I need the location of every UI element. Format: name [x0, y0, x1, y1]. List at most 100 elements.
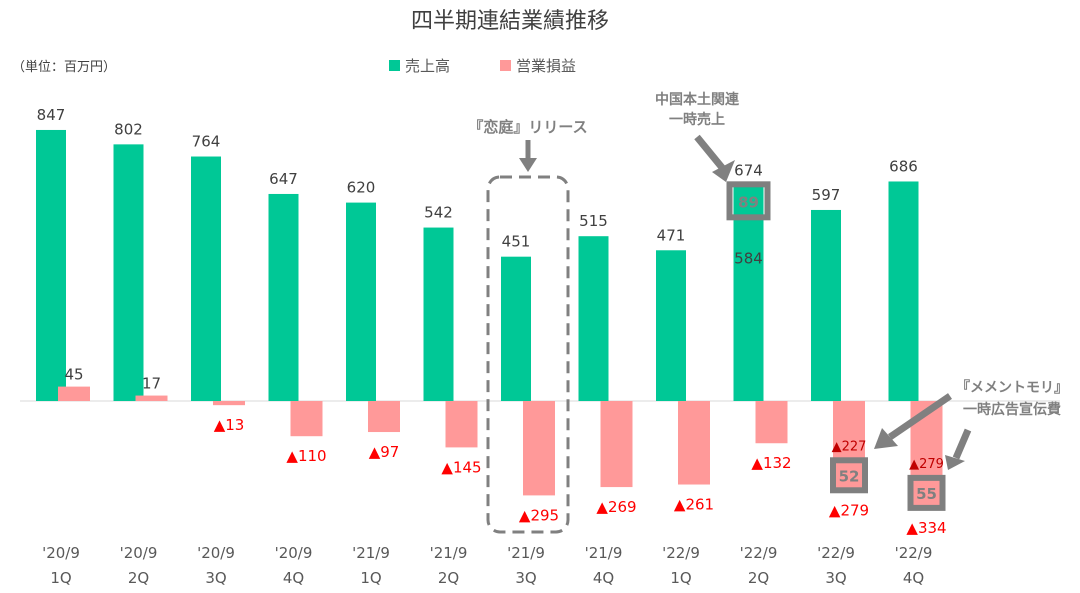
x-tick-label-year: '21/9: [507, 544, 545, 562]
x-tick-label-quarter: 3Q: [205, 569, 226, 587]
memento-annotation-line2: 一時広告宣伝費: [963, 401, 1061, 418]
bar-sales: [268, 193, 299, 401]
x-tick-label-year: '22/9: [740, 544, 778, 562]
x-tick-label-quarter: 1Q: [670, 569, 691, 587]
label-operating-income: ▲295: [519, 506, 559, 524]
bar-operating-income: [368, 401, 400, 433]
bar-operating-income: [523, 401, 555, 496]
memento-one-time-box: [907, 474, 946, 511]
label-operating-income: ▲110: [286, 447, 326, 465]
bar-sales: [733, 185, 764, 401]
bar-sales: [113, 144, 144, 402]
x-tick-label-year: '20/9: [120, 544, 158, 562]
arrow-icon: [694, 134, 727, 173]
x-tick-label-year: '22/9: [817, 544, 855, 562]
x-tick-label-quarter: 2Q: [748, 569, 769, 587]
x-tick-label-quarter: 4Q: [593, 569, 614, 587]
label-one-time-sales: 89: [738, 193, 759, 211]
x-tick-label-quarter: 3Q: [825, 569, 846, 587]
x-tick-label-year: '20/9: [275, 544, 313, 562]
label-operating-income: ▲261: [674, 496, 714, 514]
china-annotation-line1: 中国本土関連: [655, 91, 740, 108]
arrowhead-icon: [519, 158, 537, 172]
x-tick-label-quarter: 1Q: [50, 569, 71, 587]
arrowhead-icon: [945, 455, 965, 470]
release-highlight-box: [486, 175, 570, 534]
bar-operating-income: [290, 401, 323, 437]
x-tick-label-year: '22/9: [895, 544, 933, 562]
label-sales: 542: [424, 204, 453, 222]
label-operating-income: ▲279: [829, 501, 869, 519]
label-sales-base: 584: [734, 249, 763, 267]
legend-label-operating-income: 営業損益: [516, 57, 576, 75]
label-one-time-expense: 55: [916, 485, 937, 503]
bar-sales: [346, 202, 376, 401]
arrowhead-icon: [874, 428, 898, 449]
legend-swatch-sales: [389, 60, 400, 71]
label-sales: 620: [347, 179, 376, 197]
x-tick-label-quarter: 4Q: [903, 569, 924, 587]
label-operating-income: ▲13: [214, 416, 245, 434]
bar-operating-income: [678, 401, 710, 485]
label-sales: 674: [734, 161, 763, 179]
label-sales: 647: [269, 170, 298, 188]
label-operating-income: ▲145: [441, 458, 481, 476]
bar-sales: [888, 181, 919, 401]
bar-sales: [501, 256, 531, 401]
legend-label-sales: 売上高: [405, 57, 450, 75]
bar-operating-income: [600, 401, 633, 488]
x-tick-label-quarter: 4Q: [283, 569, 304, 587]
release-annotation: 『恋庭』リリース: [468, 118, 587, 136]
bar-sales: [423, 227, 454, 401]
x-tick-label-quarter: 2Q: [438, 569, 459, 587]
label-one-time-expense: 52: [839, 467, 860, 485]
legend-swatch-operating-income: [500, 60, 511, 71]
china-annotation-line2: 一時売上: [669, 111, 725, 128]
label-operating-income: ▲269: [596, 498, 636, 516]
bar-operating-income: [445, 401, 478, 448]
memento-annotation-line1: 『メメントモリ』: [956, 379, 1068, 396]
label-sales: 451: [502, 233, 531, 251]
memento-one-time-box: [830, 457, 868, 494]
bar-sales: [811, 209, 841, 401]
label-sales: 847: [37, 106, 66, 124]
label-operating-income: 45: [64, 366, 83, 384]
bar-operating-income: [213, 401, 245, 406]
label-operating-income: ▲97: [369, 443, 400, 461]
unit-label: （単位：百万円）: [12, 59, 116, 75]
bar-operating-income: [833, 401, 865, 491]
bar-sales: [36, 129, 66, 401]
arrow-icon: [952, 428, 972, 460]
bar-sales: [191, 156, 221, 401]
bar-operating-income: [135, 395, 168, 401]
x-tick-label-year: '20/9: [42, 544, 80, 562]
bar-operating-income: [58, 386, 90, 401]
x-tick-label-year: '21/9: [352, 544, 390, 562]
label-sales: 802: [114, 120, 143, 138]
label-sales: 515: [579, 212, 608, 230]
arrowhead-icon: [712, 160, 735, 182]
label-sales: 686: [889, 157, 918, 175]
label-sales: 597: [812, 186, 841, 204]
china-one-time-box: [726, 181, 771, 221]
x-tick-label-year: '21/9: [585, 544, 623, 562]
label-operating-income: ▲132: [751, 454, 791, 472]
label-sales: 764: [192, 133, 221, 151]
label-operating-income-base: ▲279: [909, 457, 944, 472]
bar-sales: [578, 236, 609, 401]
arrow-icon: [888, 393, 952, 440]
bar-sales: [656, 250, 686, 401]
x-tick-label-year: '21/9: [430, 544, 468, 562]
label-operating-income: 17: [142, 375, 161, 393]
x-tick-label-year: '20/9: [197, 544, 235, 562]
x-tick-label-quarter: 1Q: [360, 569, 381, 587]
chart-title: 四半期連結業績推移: [411, 9, 609, 34]
bar-operating-income: [755, 401, 788, 444]
label-operating-income-base: ▲227: [832, 439, 867, 454]
x-tick-label-quarter: 2Q: [128, 569, 149, 587]
x-tick-label-quarter: 3Q: [515, 569, 536, 587]
x-tick-label-year: '22/9: [662, 544, 700, 562]
label-operating-income: ▲334: [906, 519, 946, 537]
